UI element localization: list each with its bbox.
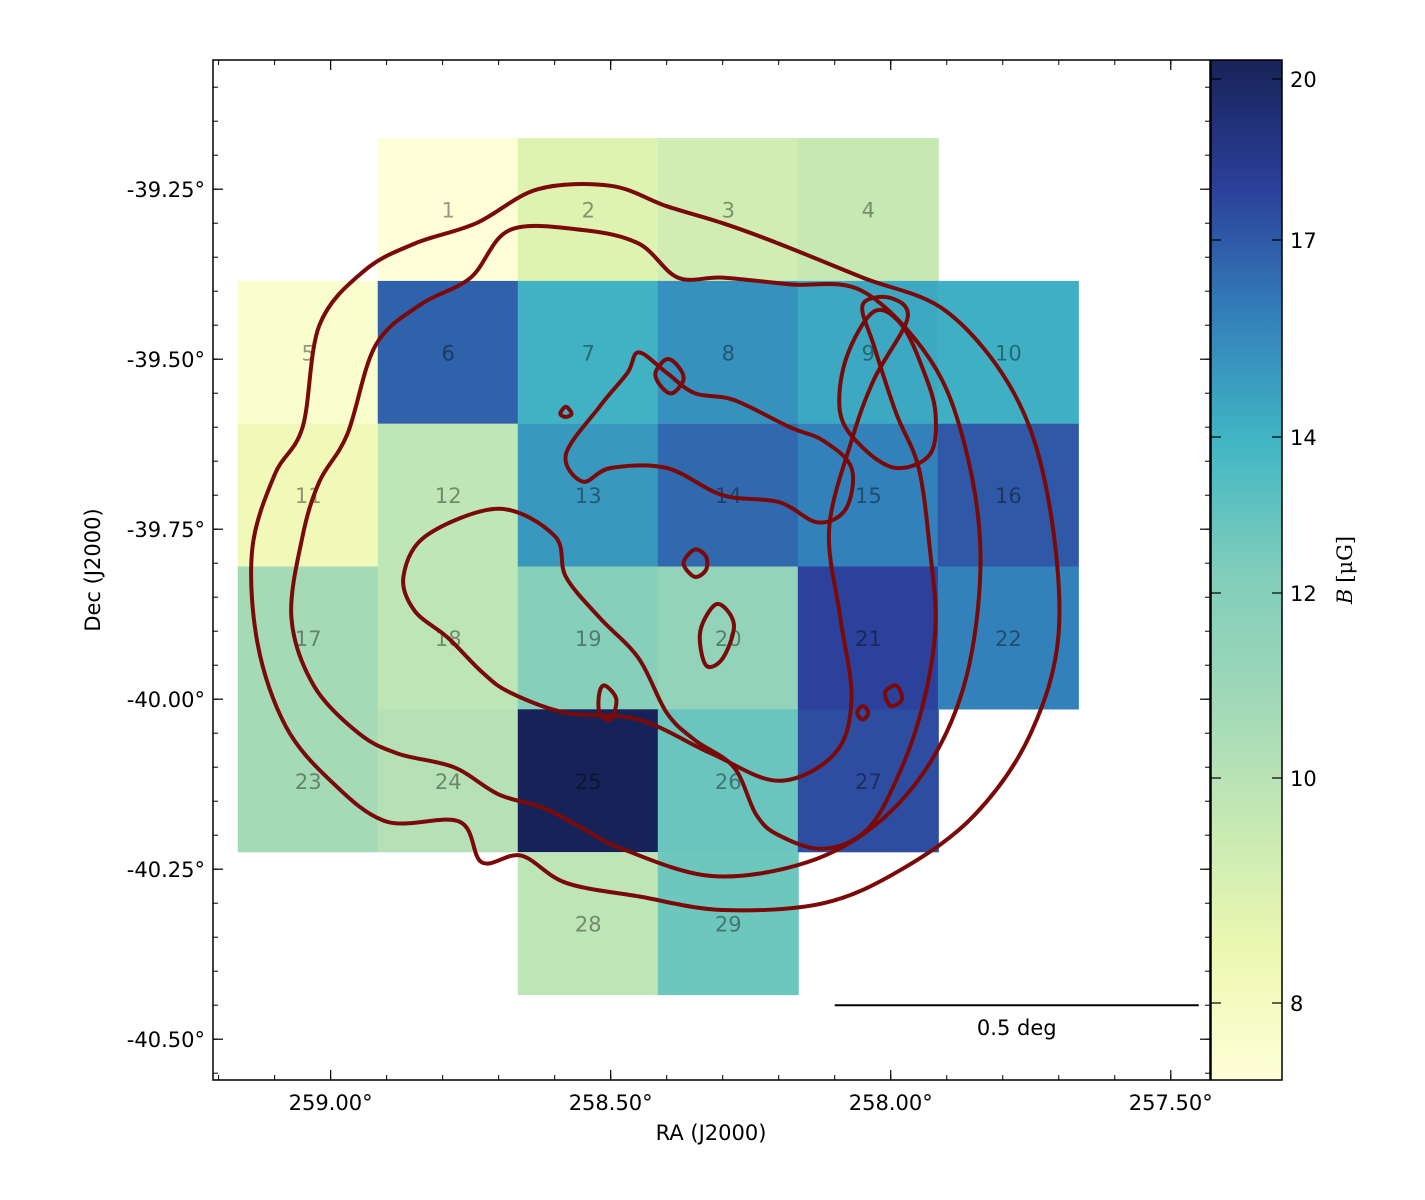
cell-21 (797, 566, 939, 710)
magnetic-field-cells (237, 138, 1079, 996)
cbar-tick-label-2: 12 (1290, 582, 1317, 606)
cbar-tick-label-1: 10 (1290, 767, 1317, 791)
contour-middle (289, 223, 983, 879)
scalebar: 0.5 deg (834, 1004, 1199, 1040)
y-tick-label-5: -40.50° (127, 1028, 205, 1052)
contour-lines (249, 182, 1062, 913)
cell-label-15: 15 (855, 484, 882, 508)
y-axis-ticks: -39.25° -39.50° -39.75° -40.00° -40.25° -40.5… (127, 86, 1210, 1074)
cell-label-13: 13 (575, 484, 602, 508)
cell-25 (517, 709, 659, 853)
colorbar-gradient (1210, 59, 1283, 1081)
x-tick-label-2: 258.00° (849, 1091, 933, 1115)
colorbar-label-symbol: B (1333, 589, 1357, 605)
y-axis-label: Dec (J2000) (81, 508, 105, 631)
colorbar-label: B [μG] (1333, 536, 1357, 605)
contour-blob-1 (653, 357, 686, 396)
cell-label-23: 23 (295, 770, 322, 794)
cbar-tick-label-4: 17 (1290, 229, 1317, 253)
cell-label-27: 27 (855, 770, 882, 794)
cell-label-2: 2 (582, 199, 595, 223)
cell-2 (517, 138, 659, 282)
colorbar-label-unit: [μG] (1333, 536, 1357, 583)
cbar-tick-label-0: 8 (1290, 992, 1303, 1016)
cell-19 (517, 566, 659, 710)
cell-22 (937, 566, 1079, 710)
x-tick-label-0: 259.00° (289, 1091, 373, 1115)
contour-blob-6 (855, 704, 871, 722)
cell-label-6: 6 (442, 341, 455, 365)
contour-blob-3 (596, 683, 619, 723)
cell-20 (657, 566, 799, 710)
plot-frame (212, 59, 1211, 1081)
colorbar-ticks: 8 10 12 14 17 20 (1211, 68, 1317, 1016)
cell-label-8: 8 (722, 341, 735, 365)
cell-label-22: 22 (995, 627, 1022, 651)
cell-28 (517, 852, 659, 996)
x-tick-label-3: 257.50° (1129, 1091, 1213, 1115)
x-axis-ticks: 259.00° 258.50° 258.00° 257.50° (218, 60, 1213, 1115)
cell-label-16: 16 (995, 484, 1022, 508)
cell-13 (517, 423, 659, 567)
cbar-tick-label-3: 14 (1290, 426, 1317, 450)
cell-label-3: 3 (722, 199, 735, 223)
cell-15 (797, 423, 939, 567)
cell-label-7: 7 (582, 341, 595, 365)
cell-10 (937, 280, 1079, 424)
cell-24 (377, 709, 519, 853)
x-tick-label-1: 258.50° (569, 1091, 653, 1115)
cbar-tick-label-5: 20 (1290, 68, 1317, 92)
cell-label-29: 29 (715, 913, 742, 937)
cell-label-1: 1 (442, 199, 455, 223)
contour-blob-4 (697, 602, 736, 669)
contour-inner-north (563, 350, 856, 525)
y-tick-label-3: -40.00° (127, 688, 205, 712)
contour-hotspot-ne (837, 307, 938, 471)
cell-label-10: 10 (995, 341, 1022, 365)
contour-blob-5 (882, 683, 905, 709)
cell-6 (377, 280, 519, 424)
contour-blob-2 (681, 547, 710, 579)
cell-4 (797, 138, 939, 282)
cell-label-24: 24 (435, 770, 462, 794)
cell-label-21: 21 (855, 627, 882, 651)
cell-1 (377, 138, 519, 282)
cell-label-19: 19 (575, 627, 602, 651)
x-axis-label: RA (J2000) (656, 1121, 767, 1145)
colorbar: 8 10 12 14 17 20 B [μG] (1210, 59, 1357, 1081)
cell-label-9: 9 (862, 341, 875, 365)
cell-label-25: 25 (575, 770, 602, 794)
y-tick-label-2: -39.75° (127, 518, 205, 542)
y-tick-label-4: -40.25° (127, 858, 205, 882)
cell-11 (237, 423, 379, 567)
cell-label-28: 28 (575, 913, 602, 937)
y-tick-label-1: -39.50° (127, 348, 205, 372)
cell-17 (237, 566, 379, 710)
cell-12 (377, 423, 519, 567)
cell-label-17: 17 (295, 627, 322, 651)
contour-outer (249, 182, 1062, 913)
cell-23 (237, 709, 379, 853)
cell-label-4: 4 (862, 199, 875, 223)
y-tick-label-0: -39.25° (127, 178, 205, 202)
scalebar-label: 0.5 deg (977, 1016, 1057, 1040)
cell-label-12: 12 (435, 484, 462, 508)
contour-blob-7 (558, 404, 574, 419)
